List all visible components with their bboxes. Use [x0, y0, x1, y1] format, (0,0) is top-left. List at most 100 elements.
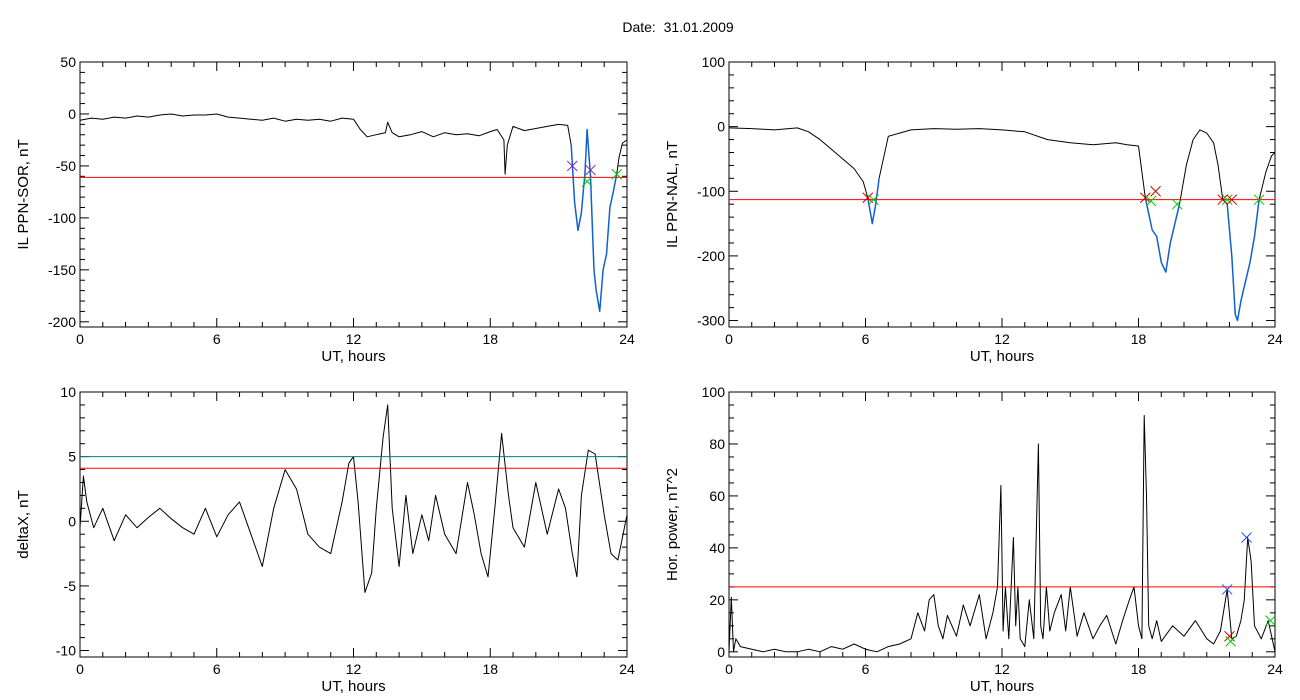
- event-marker-stroke: [1139, 192, 1151, 204]
- y-tick-label: -50: [56, 158, 76, 174]
- event-marker: [566, 160, 578, 172]
- plot-frame: [728, 61, 1276, 328]
- y-tick-label: -5: [64, 578, 77, 594]
- x-tick-label: 0: [725, 661, 733, 677]
- y-tick-label: 50: [60, 54, 76, 70]
- event-marker-stroke: [1225, 636, 1236, 647]
- plot-frame: [728, 391, 1276, 658]
- y-tick-label: 60: [709, 488, 725, 504]
- x-axis-label: UT, hours: [970, 348, 1034, 365]
- x-tick-label: 6: [862, 331, 870, 347]
- date-title: Date: 31.01.2009: [622, 19, 734, 35]
- y-tick-label: -200: [697, 248, 725, 264]
- y-tick-label: -100: [48, 210, 76, 226]
- event-marker: [581, 176, 593, 187]
- plot-area: [729, 127, 1275, 322]
- y-tick-label: 10: [60, 384, 76, 400]
- event-marker: [868, 194, 879, 206]
- x-tick-label: 12: [346, 661, 362, 677]
- highlight-series-line: [1144, 197, 1181, 273]
- x-tick-label: 18: [1131, 661, 1147, 677]
- event-marker-stroke: [1150, 185, 1161, 197]
- x-tick-label: 12: [994, 661, 1010, 677]
- x-tick-label: 24: [619, 331, 635, 347]
- series-line: [616, 139, 627, 175]
- event-marker: [585, 164, 596, 176]
- plot-area: [80, 113, 627, 313]
- x-tick-label: 12: [994, 331, 1010, 347]
- x-tick-label: 24: [1267, 331, 1283, 347]
- event-marker: [1241, 532, 1252, 543]
- highlight-series-line: [570, 128, 618, 313]
- event-marker-stroke: [581, 176, 593, 187]
- event-marker-stroke: [1217, 194, 1229, 206]
- y-tick-label: 80: [709, 436, 725, 452]
- event-marker: [1150, 185, 1161, 197]
- event-marker: [1226, 194, 1238, 206]
- event-marker: [1145, 195, 1157, 207]
- y-tick-label: 0: [717, 644, 725, 660]
- y-tick-label: 0: [68, 106, 76, 122]
- event-marker-stroke: [1253, 194, 1265, 206]
- chart-hor-power: 0 6 12 18 24 100 80 60 40 20 0 UT, hours Hor. power,…: [664, 384, 1283, 695]
- event-marker: [1171, 198, 1183, 210]
- event-marker: [1225, 636, 1236, 647]
- event-marker-stroke: [566, 160, 578, 172]
- plot-area: [80, 404, 627, 593]
- y-tick-label: 100: [702, 54, 726, 70]
- x-tick-label: 6: [213, 661, 221, 677]
- chart-ppn-sor: 0 6 12 18 24 50 0 -50 -100 -150 -200 UT, hours IL PP…: [15, 54, 635, 365]
- plot-area: [729, 414, 1275, 653]
- x-tick-label: 24: [619, 661, 635, 677]
- x-tick-label: 18: [482, 661, 498, 677]
- y-axis-label: IL PPN-SOR, nT: [15, 139, 32, 249]
- event-marker-stroke: [585, 164, 596, 176]
- event-marker-stroke: [611, 168, 623, 180]
- series-line: [729, 127, 869, 198]
- y-tick-label: 5: [68, 449, 76, 465]
- chart-ppn-nal: 0 6 12 18 24 100 0 -100 -200 -300 UT, hours IL PPN-…: [664, 54, 1283, 365]
- y-tick-label: -150: [48, 262, 76, 278]
- x-axis-label: UT, hours: [321, 348, 385, 365]
- highlight-series-line: [1222, 198, 1260, 322]
- y-tick-label: 40: [709, 540, 725, 556]
- event-marker: [611, 168, 623, 180]
- x-axis-label: UT, hours: [970, 678, 1034, 695]
- x-tick-label: 6: [213, 331, 221, 347]
- y-tick-label: -10: [56, 643, 76, 659]
- y-tick-label: 100: [702, 384, 726, 400]
- event-marker-stroke: [1241, 532, 1252, 543]
- event-marker-stroke: [868, 194, 879, 206]
- event-marker-stroke: [1171, 198, 1183, 210]
- series-line: [80, 404, 627, 593]
- y-axis-label: deltaX, nT: [15, 490, 32, 558]
- series-line: [878, 128, 1146, 198]
- plot-frame: [79, 61, 628, 328]
- event-marker-stroke: [1226, 194, 1238, 206]
- x-tick-label: 6: [862, 661, 870, 677]
- x-tick-label: 24: [1267, 661, 1283, 677]
- y-tick-label: -200: [48, 314, 76, 330]
- series-line: [1258, 152, 1275, 200]
- event-marker-stroke: [1145, 195, 1157, 207]
- event-marker-stroke: [1224, 630, 1235, 642]
- event-marker: [1253, 194, 1265, 206]
- y-tick-label: -100: [697, 183, 725, 199]
- y-tick-label: 20: [709, 592, 725, 608]
- event-marker: [1217, 194, 1229, 206]
- event-marker: [1221, 584, 1233, 595]
- x-tick-label: 0: [76, 661, 84, 677]
- x-tick-label: 0: [725, 331, 733, 347]
- event-marker-stroke: [1221, 194, 1233, 206]
- x-tick-label: 18: [482, 331, 498, 347]
- y-tick-label: 0: [68, 513, 76, 529]
- x-tick-label: 18: [1131, 331, 1147, 347]
- highlight-series-line: [867, 178, 880, 225]
- series-line: [80, 113, 572, 175]
- event-marker: [862, 192, 874, 204]
- x-axis-label: UT, hours: [321, 678, 385, 695]
- y-axis-label: IL PPN-NAL, nT: [664, 141, 681, 248]
- event-marker: [1221, 194, 1233, 206]
- x-tick-label: 0: [76, 331, 84, 347]
